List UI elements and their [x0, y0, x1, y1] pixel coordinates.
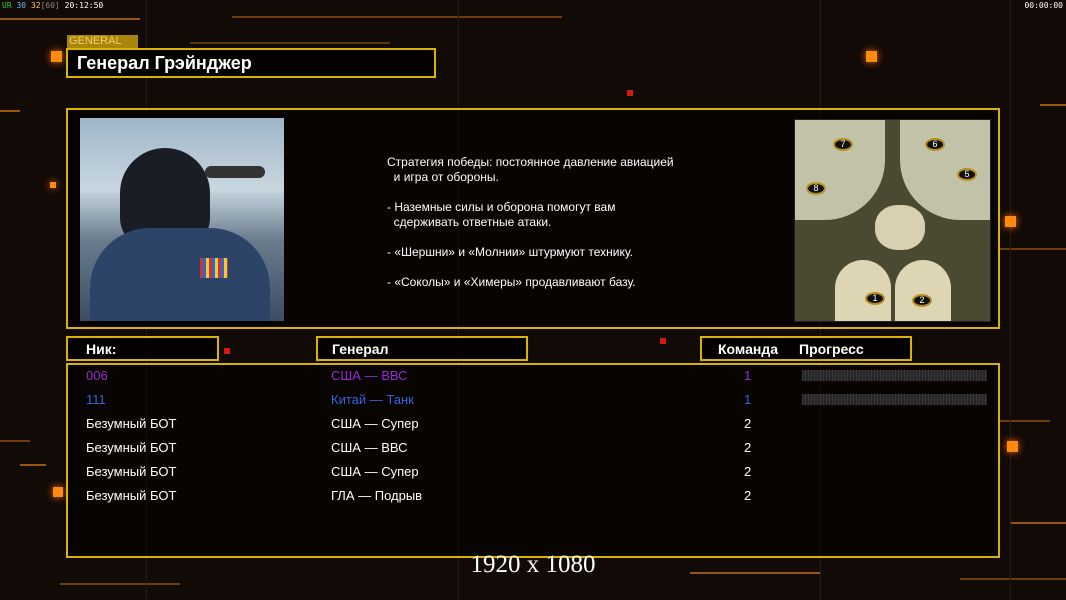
map-preview[interactable]: 1 2 5 6 7 8	[794, 119, 991, 322]
player-nick: Безумный БОТ	[86, 440, 177, 455]
strategy-line: - «Шершни» и «Молнии» штурмуют технику.	[387, 245, 633, 259]
player-general: США — Супер	[331, 416, 419, 431]
player-nick: 006	[86, 368, 108, 383]
start-position-2[interactable]: 2	[912, 294, 932, 307]
player-team: 2	[744, 440, 752, 455]
player-row[interactable]: 111 Китай — Танк 1	[68, 390, 998, 412]
player-row[interactable]: Безумный БОТ ГЛА — Подрыв 2	[68, 486, 998, 508]
start-position-1[interactable]: 1	[865, 292, 885, 305]
player-general: ГЛА — Подрыв	[331, 488, 423, 503]
resolution-label: 1920 x 1080	[470, 551, 596, 578]
player-team: 2	[744, 464, 752, 479]
fps-cap: [60]	[40, 1, 60, 10]
start-position-7[interactable]: 7	[833, 138, 853, 151]
player-nick: Безумный БОТ	[86, 464, 177, 479]
general-portrait	[80, 118, 284, 321]
player-general: США — ВВС	[331, 368, 408, 383]
player-row[interactable]: Безумный БОТ США — Супер 2	[68, 462, 998, 484]
general-tag: GENERAL	[67, 35, 138, 48]
status-bar: UR 30 32[60] 20:12:50	[2, 1, 103, 10]
player-team: 2	[744, 488, 752, 503]
progress-bar	[802, 370, 987, 381]
strategy-line: и игра от обороны.	[387, 170, 499, 184]
player-general: Китай — Танк	[331, 392, 414, 407]
column-header-progress: Прогресс	[799, 341, 864, 357]
strategy-line: Стратегия победы: постоянное давление ав…	[387, 155, 674, 169]
player-team: 2	[744, 416, 752, 431]
player-row[interactable]: Безумный БОТ США — Супер 2	[68, 414, 998, 436]
ur-indicator: UR	[2, 1, 12, 10]
player-nick: Безумный БОТ	[86, 488, 177, 503]
strategy-line: - «Соколы» и «Химеры» продавливают базу.	[387, 275, 636, 289]
page-title: Генерал Грэйнджер	[66, 48, 436, 78]
player-team: 1	[744, 368, 752, 383]
column-header-team: Команда	[718, 341, 778, 357]
player-general: США — ВВС	[331, 440, 408, 455]
player-list: 006 США — ВВС 1 111 Китай — Танк 1 Безумны…	[66, 363, 1000, 558]
player-row[interactable]: 006 США — ВВС 1	[68, 366, 998, 388]
player-row[interactable]: Безумный БОТ США — ВВС 2	[68, 438, 998, 460]
fps-target: 32	[30, 1, 41, 10]
start-position-8[interactable]: 8	[806, 182, 826, 195]
strategy-line: - Наземные силы и оборона помогут вам	[387, 200, 616, 214]
start-position-6[interactable]: 6	[925, 138, 945, 151]
strategy-text: Стратегия победы: постоянное давление ав…	[387, 155, 674, 290]
column-header-nick: Ник:	[66, 336, 219, 361]
game-timer: 00:00:00	[1024, 1, 1063, 10]
strategy-line: сдерживать ответные атаки.	[387, 215, 552, 229]
player-nick: 111	[86, 392, 106, 407]
start-position-5[interactable]: 5	[957, 168, 977, 181]
clock: 20:12:50	[64, 1, 104, 10]
fps-value: 30	[16, 1, 27, 10]
progress-bar	[802, 394, 987, 405]
column-header-team-progress: Команда Прогресс	[700, 336, 912, 361]
player-general: США — Супер	[331, 464, 419, 479]
player-team: 1	[744, 392, 752, 407]
general-info-panel: Стратегия победы: постоянное давление ав…	[66, 108, 1000, 329]
column-header-general: Генерал	[316, 336, 528, 361]
player-nick: Безумный БОТ	[86, 416, 177, 431]
